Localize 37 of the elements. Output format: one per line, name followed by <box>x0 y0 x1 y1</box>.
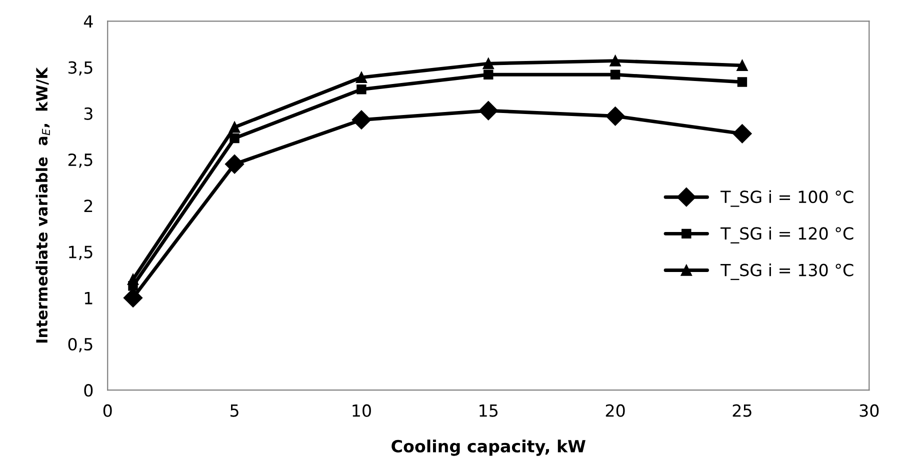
x-tick-label: 30 <box>860 404 879 417</box>
y-tick-label: 0 <box>84 384 93 397</box>
x-tick-label: 10 <box>352 404 371 417</box>
x-tick-label: 0 <box>103 404 112 417</box>
point <box>230 133 240 144</box>
y-tick-label: 4 <box>84 15 93 28</box>
point <box>356 84 366 94</box>
y-tick-label: 1,5 <box>69 246 92 260</box>
point <box>610 55 621 66</box>
legend-label: T_SG i = 130 °C <box>720 263 854 280</box>
point <box>736 60 748 71</box>
y-tick-label: 3,5 <box>68 61 92 76</box>
point <box>484 70 494 80</box>
y-axis-title: Intermediate variable a$_{E}$, kW/K <box>36 66 50 343</box>
legend-label: T_SG i = 100 °C <box>720 190 854 207</box>
point <box>356 72 368 83</box>
x-tick-label: 15 <box>480 404 498 417</box>
y-tick-label: 2,5 <box>68 153 92 168</box>
x-tick-label: 25 <box>732 404 752 417</box>
point <box>732 124 752 144</box>
point <box>127 274 139 285</box>
point <box>610 70 620 80</box>
point <box>482 58 494 70</box>
legend-label: T_SG i = 120 °C <box>720 226 854 244</box>
y-tick-label: 1 <box>84 292 92 304</box>
y-tick-label: 0,5 <box>68 338 92 352</box>
x-axis-title: Cooling capacity, kW <box>392 440 586 456</box>
x-tick-label: 5 <box>230 404 238 417</box>
point <box>737 77 748 87</box>
y-tick-label: 3 <box>84 107 92 120</box>
point <box>606 106 625 126</box>
x-tick-label: 20 <box>606 404 625 417</box>
point <box>225 154 244 174</box>
y-tick-label: 2 <box>84 200 92 212</box>
point <box>228 122 240 133</box>
point <box>352 110 371 130</box>
point <box>478 101 498 120</box>
